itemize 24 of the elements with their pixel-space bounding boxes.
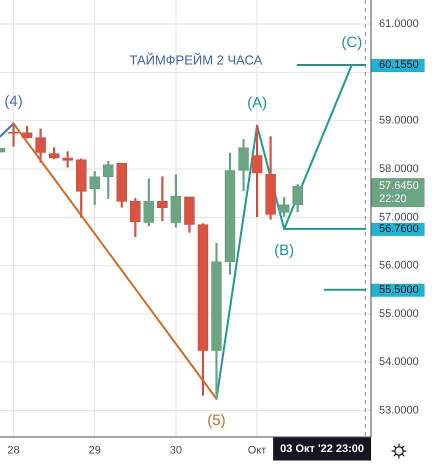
y-tick-label: 55.0000 [379, 308, 419, 320]
y-tick-label: 56.0000 [379, 260, 419, 272]
annotation: (C) [341, 34, 362, 52]
y-tick-label: 61.0000 [379, 18, 419, 30]
x-tick-label: 30 [170, 444, 182, 457]
text: ТАЙМФРЕЙМ 2 ЧАСА [129, 52, 263, 68]
y-tick-label: 57.6450 [379, 180, 419, 192]
annotation: (5) [207, 412, 226, 429]
x-tick-label: 29 [88, 444, 101, 457]
annotation: (B) [274, 242, 294, 260]
y-tick-label: 54.0000 [379, 356, 419, 368]
y-tick-label: 57.0000 [379, 211, 419, 224]
annotation: (A) [247, 94, 268, 112]
y-tick-label: 53.0000 [379, 404, 419, 416]
annotation: (4) [4, 92, 23, 110]
x-tick-label: 28 [7, 444, 20, 457]
text: 22:20 [379, 193, 407, 206]
y-tick-label: 55.5000 [379, 284, 419, 296]
text: 03 Окт '22 23:00 [280, 443, 364, 456]
y-tick-label: 59.0000 [379, 114, 419, 127]
y-tick-label: 60.1550 [379, 58, 419, 71]
y-tick-label: 58.0000 [379, 163, 419, 176]
y-tick-label: 56.7600 [379, 222, 419, 235]
x-tick-label: Окт [248, 444, 266, 457]
